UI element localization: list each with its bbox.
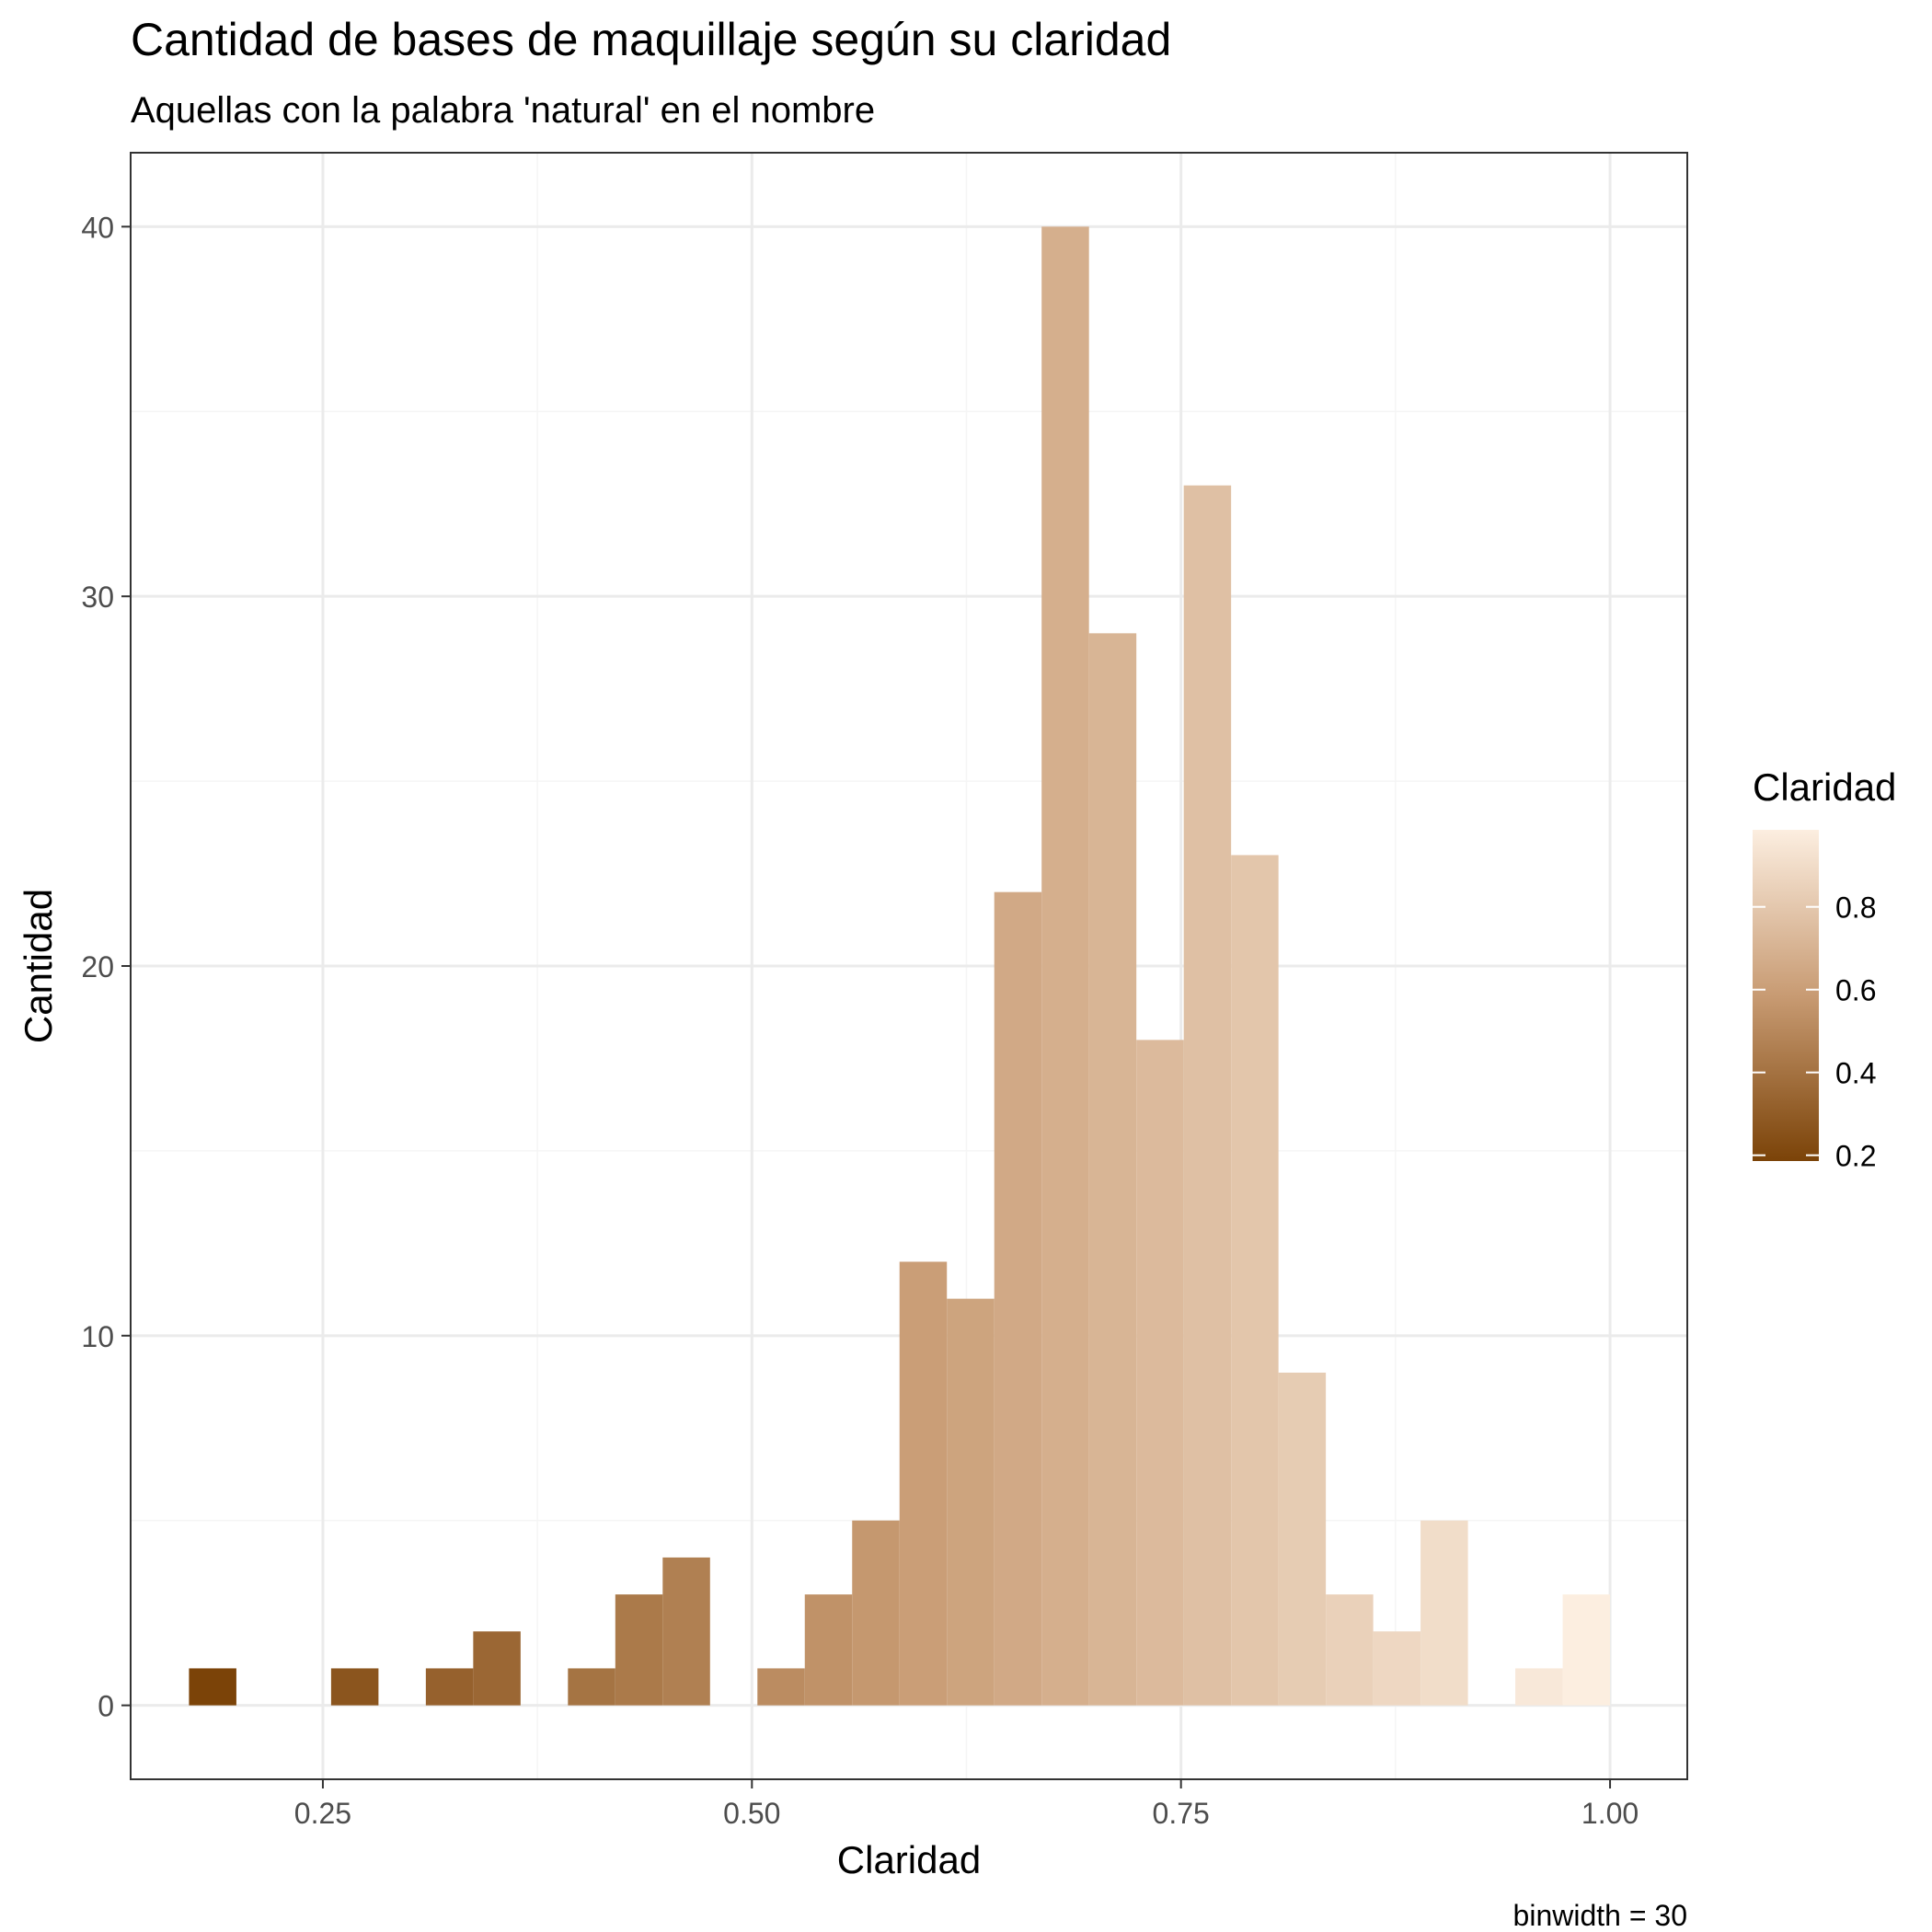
chart-title: Cantidad de bases de maquillaje según su… <box>131 14 1171 65</box>
histogram-bar <box>994 891 1042 1706</box>
legend-tick-label: 0.2 <box>1835 1140 1876 1173</box>
histogram-bar <box>1183 485 1232 1706</box>
y-tick-label: 10 <box>81 1320 114 1353</box>
histogram-bar <box>1231 855 1279 1706</box>
y-tick-label: 0 <box>98 1690 114 1723</box>
histogram-bar <box>1041 226 1089 1706</box>
histogram-bar <box>615 1594 663 1706</box>
y-tick-label: 30 <box>81 581 114 614</box>
legend-ticks: 0.2 0.4 0.6 0.8 <box>1753 891 1876 1173</box>
x-tick-label: 0.75 <box>1153 1797 1210 1830</box>
x-axis-title: Claridad <box>837 1838 981 1881</box>
histogram-bar <box>1562 1594 1611 1706</box>
histogram-bar <box>947 1298 995 1706</box>
y-tick-label: 40 <box>81 211 114 244</box>
x-tick-label: 0.25 <box>294 1797 351 1830</box>
x-axis: 0.25 0.50 0.75 1.00 <box>294 1779 1639 1830</box>
histogram-bar <box>899 1261 948 1706</box>
x-tick-label: 0.50 <box>723 1797 780 1830</box>
histogram-bar <box>1278 1373 1327 1706</box>
histogram-bars <box>189 226 1611 1706</box>
x-tick-label: 1.00 <box>1581 1797 1639 1830</box>
legend-tick-label: 0.6 <box>1835 974 1876 1007</box>
chart-caption: binwidth = 30 <box>1513 1899 1687 1932</box>
legend-tick-label: 0.4 <box>1835 1057 1876 1090</box>
histogram-bar <box>473 1631 521 1706</box>
legend-title: Claridad <box>1753 765 1896 809</box>
histogram-bar <box>852 1520 900 1706</box>
histogram-bar <box>1373 1631 1421 1706</box>
legend-tick-label: 0.8 <box>1835 891 1876 925</box>
histogram-bar <box>1326 1594 1374 1706</box>
histogram-bar <box>804 1594 853 1706</box>
histogram-bar <box>1420 1520 1468 1706</box>
histogram-bar <box>757 1668 805 1706</box>
histogram-bar <box>425 1668 474 1706</box>
histogram-bar <box>330 1668 379 1706</box>
y-axis: 0 10 20 30 40 <box>81 211 131 1723</box>
color-legend: Claridad 0.2 0.4 0.6 0.8 <box>1753 765 1896 1173</box>
histogram-bar <box>1515 1668 1563 1706</box>
histogram-bar <box>189 1668 236 1706</box>
histogram-bar <box>662 1557 710 1706</box>
y-axis-title: Cantidad <box>17 889 60 1043</box>
plot-panel <box>130 152 1688 1780</box>
histogram-bar <box>1136 1040 1184 1706</box>
chart-subtitle: Aquellas con la palabra 'natural' en el … <box>131 90 875 131</box>
y-tick-label: 20 <box>81 950 114 983</box>
histogram-bar <box>1088 633 1137 1706</box>
legend-colorbar <box>1753 830 1819 1161</box>
histogram-bar <box>568 1668 615 1706</box>
